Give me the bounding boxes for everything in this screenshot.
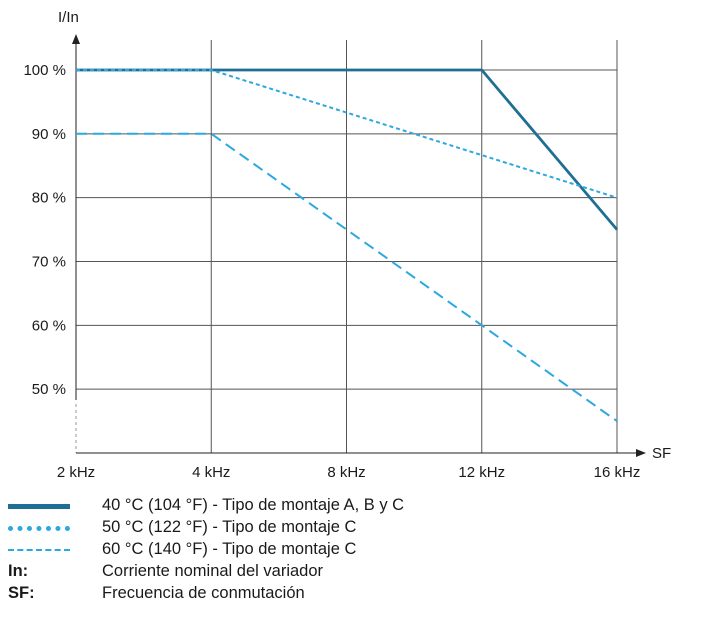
legend: 40 °C (104 °F) - Tipo de montaje A, B y … bbox=[8, 494, 698, 604]
legend-swatch-dashed bbox=[8, 549, 70, 551]
series-line-dotted bbox=[76, 69, 618, 199]
legend-label: 50 °C (122 °F) - Tipo de montaje C bbox=[102, 518, 357, 536]
y-tick-label: 50 % bbox=[32, 381, 66, 398]
legend-label: 60 °C (140 °F) - Tipo de montaje C bbox=[102, 540, 357, 558]
grid bbox=[76, 40, 618, 453]
note-key: SF: bbox=[8, 584, 35, 602]
series-lines bbox=[76, 68, 619, 422]
y-tick-label: 90 % bbox=[32, 126, 66, 143]
note-sf: SF: Frecuencia de conmutación bbox=[8, 582, 698, 604]
axes bbox=[72, 34, 646, 457]
x-tick-label: 8 kHz bbox=[327, 464, 365, 481]
x-axis-title: SF bbox=[652, 445, 671, 462]
y-tick-label: 100 % bbox=[23, 62, 66, 79]
x-tick-label: 2 kHz bbox=[57, 464, 95, 481]
y-axis-arrow bbox=[72, 34, 80, 44]
legend-label: 40 °C (104 °F) - Tipo de montaje A, B y … bbox=[102, 496, 405, 514]
derating-chart: I/In SF 100 % 90 % 80 % 70 % 60 % 50 % 2 kHz 4 kH… bbox=[23, 9, 671, 481]
series-line-dashed bbox=[76, 132, 618, 422]
note-text: Corriente nominal del variador bbox=[102, 562, 324, 580]
legend-item-60c: 60 °C (140 °F) - Tipo de montaje C bbox=[8, 538, 698, 560]
legend-item-40c: 40 °C (104 °F) - Tipo de montaje A, B y … bbox=[8, 494, 698, 516]
y-tick-label: 80 % bbox=[32, 190, 66, 207]
x-tick-label: 16 kHz bbox=[594, 464, 641, 481]
note-text: Frecuencia de conmutación bbox=[102, 584, 305, 602]
x-tick-label: 12 kHz bbox=[458, 464, 505, 481]
tick-labels: I/In SF 100 % 90 % 80 % 70 % 60 % 50 % 2 kHz 4 kH… bbox=[23, 9, 671, 481]
y-axis-title: I/In bbox=[58, 9, 79, 26]
note-in: In: Corriente nominal del variador bbox=[8, 560, 698, 582]
y-tick-label: 70 % bbox=[32, 254, 66, 271]
legend-swatch-dotted bbox=[8, 526, 70, 531]
legend-swatch-solid bbox=[8, 504, 70, 509]
x-tick-label: 4 kHz bbox=[192, 464, 230, 481]
y-tick-label: 60 % bbox=[32, 317, 66, 334]
legend-item-50c: 50 °C (122 °F) - Tipo de montaje C bbox=[8, 516, 698, 538]
series-line-solid bbox=[76, 68, 619, 231]
note-key: In: bbox=[8, 562, 29, 580]
x-axis-arrow bbox=[636, 449, 646, 457]
